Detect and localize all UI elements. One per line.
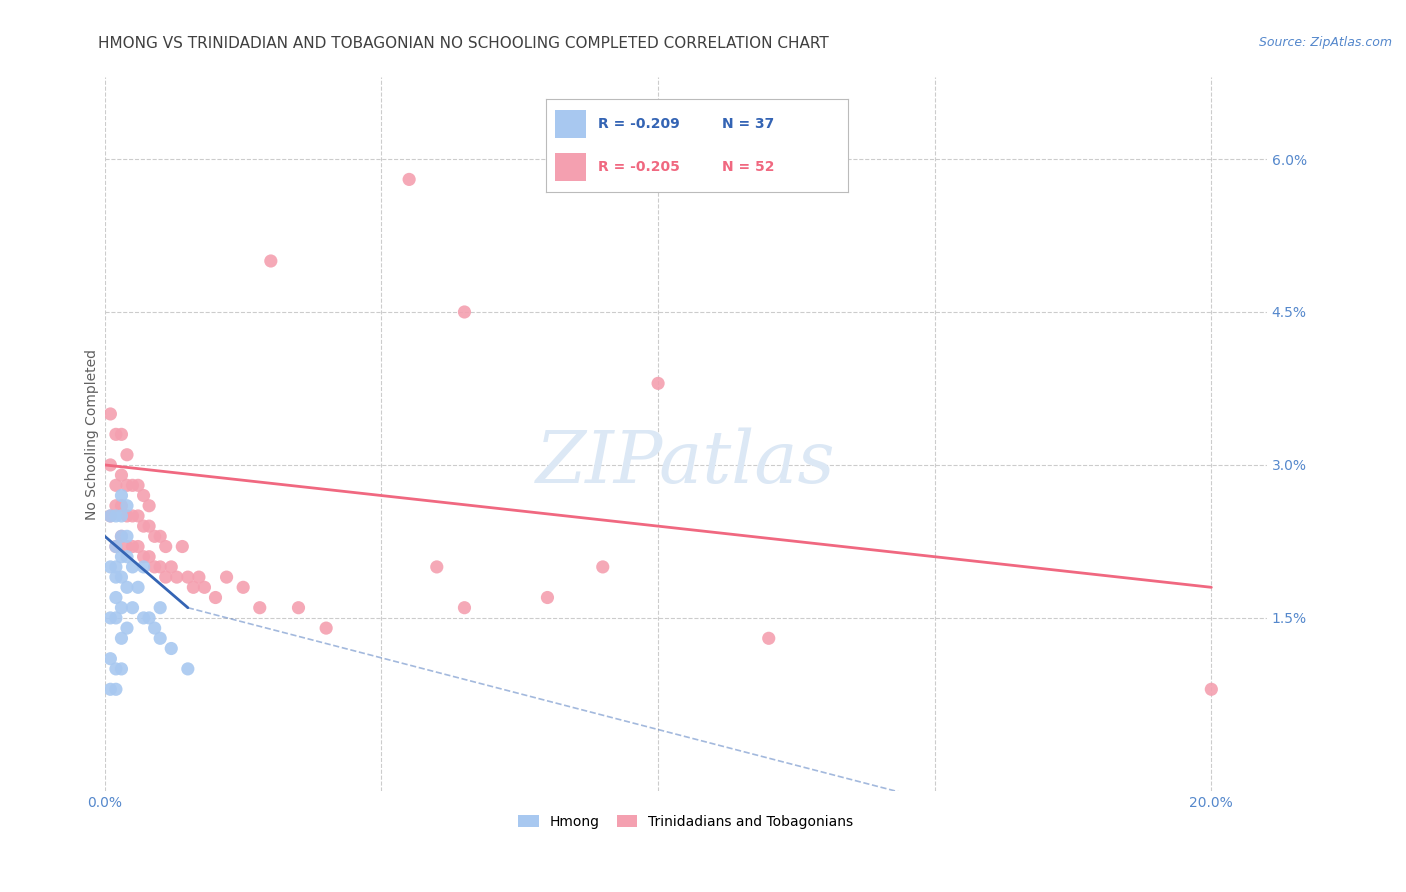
Point xyxy=(149,529,172,543)
Point xyxy=(155,540,177,554)
Point xyxy=(1201,682,1223,697)
Point xyxy=(100,508,122,523)
Point xyxy=(143,529,166,543)
Point xyxy=(100,458,122,472)
Point xyxy=(115,549,138,564)
Text: HMONG VS TRINIDADIAN AND TOBAGONIAN NO SCHOOLING COMPLETED CORRELATION CHART: HMONG VS TRINIDADIAN AND TOBAGONIAN NO S… xyxy=(98,36,830,51)
Point xyxy=(110,570,132,584)
Point xyxy=(104,427,127,442)
Point xyxy=(453,305,475,319)
Point xyxy=(187,570,209,584)
Point xyxy=(115,529,138,543)
Y-axis label: No Schooling Completed: No Schooling Completed xyxy=(86,349,100,520)
Point xyxy=(104,570,127,584)
Point xyxy=(127,478,149,492)
Point xyxy=(143,560,166,574)
Point xyxy=(121,540,143,554)
Point xyxy=(143,621,166,635)
Point xyxy=(132,519,155,533)
Point xyxy=(132,611,155,625)
Point xyxy=(398,172,420,186)
Point xyxy=(100,407,122,421)
Legend: Hmong, Trinidadians and Tobagonians: Hmong, Trinidadians and Tobagonians xyxy=(512,809,859,834)
Point xyxy=(149,560,172,574)
Point xyxy=(110,529,132,543)
Point xyxy=(166,570,188,584)
Point xyxy=(127,508,149,523)
Point xyxy=(104,478,127,492)
Point xyxy=(204,591,226,605)
Text: ZIPatlas: ZIPatlas xyxy=(536,427,835,498)
Point xyxy=(315,621,337,635)
Point xyxy=(104,611,127,625)
Point xyxy=(160,641,183,656)
Point xyxy=(110,549,132,564)
Point xyxy=(121,560,143,574)
Point xyxy=(100,508,122,523)
Point xyxy=(104,560,127,574)
Point xyxy=(110,600,132,615)
Point xyxy=(183,580,205,594)
Point xyxy=(121,600,143,615)
Point xyxy=(132,489,155,503)
Point xyxy=(115,448,138,462)
Point xyxy=(177,570,200,584)
Point xyxy=(160,560,183,574)
Point xyxy=(592,560,614,574)
Point xyxy=(172,540,194,554)
Text: Source: ZipAtlas.com: Source: ZipAtlas.com xyxy=(1258,36,1392,49)
Point xyxy=(115,621,138,635)
Point xyxy=(110,489,132,503)
Point xyxy=(100,560,122,574)
Point xyxy=(104,591,127,605)
Point xyxy=(260,254,283,268)
Point xyxy=(115,508,138,523)
Point xyxy=(287,600,309,615)
Point xyxy=(110,529,132,543)
Point xyxy=(127,580,149,594)
Point xyxy=(115,540,138,554)
Point xyxy=(215,570,238,584)
Point xyxy=(149,600,172,615)
Point xyxy=(149,632,172,646)
Point xyxy=(121,508,143,523)
Point xyxy=(115,580,138,594)
Point xyxy=(115,499,138,513)
Point xyxy=(177,662,200,676)
Point xyxy=(132,549,155,564)
Point xyxy=(110,632,132,646)
Point xyxy=(115,478,138,492)
Point xyxy=(110,468,132,483)
Point xyxy=(104,540,127,554)
Point xyxy=(110,427,132,442)
Point xyxy=(138,549,160,564)
Point xyxy=(138,611,160,625)
Point xyxy=(138,499,160,513)
Point xyxy=(100,651,122,665)
Point xyxy=(426,560,449,574)
Point xyxy=(232,580,254,594)
Point xyxy=(110,499,132,513)
Point xyxy=(110,662,132,676)
Point xyxy=(100,682,122,697)
Point xyxy=(249,600,271,615)
Point xyxy=(104,508,127,523)
Point xyxy=(104,499,127,513)
Point xyxy=(453,600,475,615)
Point xyxy=(104,662,127,676)
Point xyxy=(127,540,149,554)
Point xyxy=(104,682,127,697)
Point xyxy=(155,570,177,584)
Point xyxy=(110,508,132,523)
Point xyxy=(758,632,780,646)
Point xyxy=(536,591,558,605)
Point xyxy=(100,611,122,625)
Point xyxy=(121,478,143,492)
Point xyxy=(193,580,215,594)
Point xyxy=(647,376,669,391)
Point xyxy=(132,560,155,574)
Point xyxy=(104,540,127,554)
Point xyxy=(138,519,160,533)
